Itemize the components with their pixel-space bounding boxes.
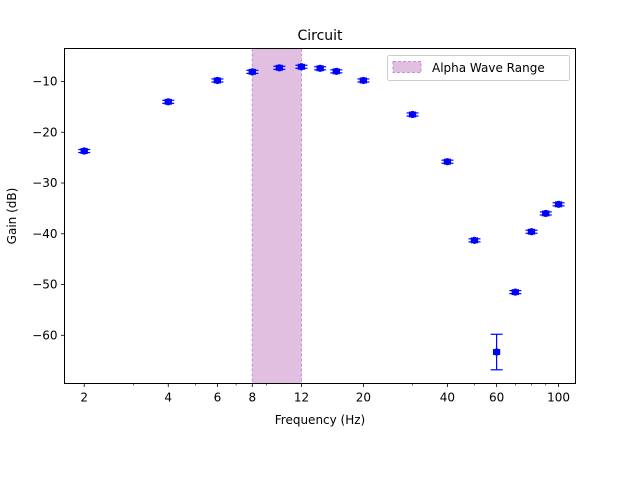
band-layer — [251, 48, 302, 384]
legend-box — [387, 55, 570, 81]
y-tick-label: −50 — [32, 278, 57, 292]
data-marker — [470, 236, 479, 244]
x-tick-label: 2 — [80, 391, 88, 405]
y-tick-label: −30 — [32, 176, 57, 190]
data-point — [539, 209, 552, 218]
data-point — [406, 110, 419, 119]
data-point — [330, 67, 343, 75]
y-tick-label: −40 — [32, 227, 57, 241]
data-point — [552, 200, 565, 208]
data-marker — [275, 64, 283, 72]
x-tick-label: 100 — [547, 391, 570, 405]
data-point — [273, 64, 286, 72]
data-point — [78, 147, 91, 155]
data-marker — [213, 76, 222, 85]
data-point — [490, 333, 503, 371]
data-marker — [248, 68, 256, 76]
plot-frame — [64, 48, 576, 384]
legend: Alpha Wave Range — [387, 55, 570, 81]
x-axis-label: Frequency (Hz) — [275, 413, 366, 427]
y-tick-label: −20 — [32, 125, 57, 139]
alpha-band — [252, 48, 302, 384]
y-tick-label: −10 — [32, 74, 57, 88]
data-point — [211, 76, 224, 85]
data-point — [441, 158, 454, 166]
data-marker — [408, 110, 417, 119]
data-point — [295, 63, 308, 71]
data-marker — [511, 288, 519, 296]
data-point — [162, 98, 175, 106]
x-tick-label: 60 — [489, 391, 504, 405]
chart-title: Circuit — [297, 28, 343, 44]
data-point — [314, 64, 327, 72]
data-marker — [527, 228, 536, 236]
x-tick-label: 20 — [356, 391, 371, 405]
legend-swatch-alpha-band — [392, 61, 422, 73]
x-axis-ticks: 2 4 6 8 12 20 40 60 100 — [80, 383, 570, 405]
data-marker — [554, 200, 563, 208]
data-marker — [164, 98, 172, 106]
points-layer — [78, 63, 565, 371]
data-marker — [443, 158, 452, 166]
data-marker — [332, 67, 340, 75]
data-point — [357, 76, 370, 85]
data-marker — [297, 63, 306, 71]
x-tick-label: 40 — [440, 391, 455, 405]
y-axis-ticks: −60 −50 −40 −30 −20 −10 — [32, 74, 65, 342]
x-tick-label: 6 — [214, 391, 222, 405]
y-tick-label: −60 — [32, 328, 57, 342]
data-marker — [80, 147, 88, 155]
data-marker — [359, 76, 368, 85]
legend-label-alpha-band: Alpha Wave Range — [432, 61, 545, 75]
data-point — [468, 236, 481, 244]
data-marker — [493, 348, 501, 356]
data-marker — [542, 209, 550, 218]
data-marker — [316, 64, 324, 72]
y-axis-label: Gain (dB) — [5, 188, 19, 245]
x-tick-label: 12 — [294, 391, 309, 405]
data-point — [509, 288, 522, 296]
x-tick-label: 8 — [248, 391, 256, 405]
x-tick-label: 4 — [164, 391, 172, 405]
data-point — [525, 228, 538, 236]
data-point — [246, 68, 259, 76]
